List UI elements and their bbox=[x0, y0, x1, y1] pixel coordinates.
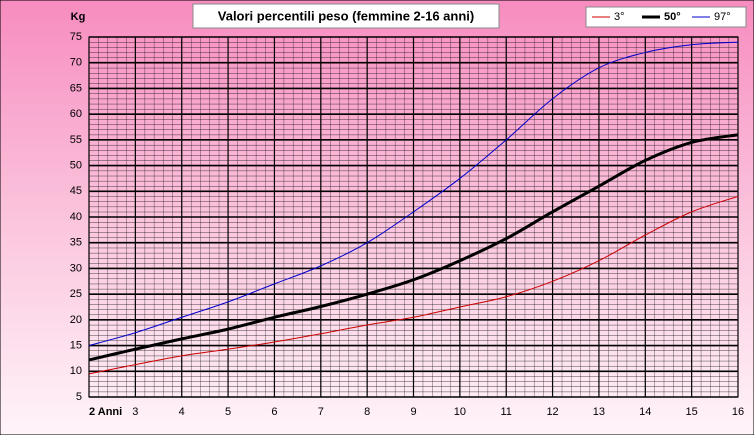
legend-label: 50° bbox=[664, 11, 681, 23]
y-tick-label: 40 bbox=[70, 211, 82, 223]
y-tick-label: 60 bbox=[70, 108, 82, 120]
y-tick-label: 20 bbox=[70, 314, 82, 326]
y-tick-label: 70 bbox=[70, 57, 82, 69]
legend-box bbox=[585, 6, 747, 28]
y-tick-label: 15 bbox=[70, 339, 82, 351]
plot-frame bbox=[88, 36, 739, 398]
x-tick-label: 15 bbox=[686, 406, 698, 418]
series-line bbox=[88, 195, 739, 375]
x-tick-label: 12 bbox=[546, 406, 558, 418]
legend-label: 97° bbox=[714, 11, 731, 23]
title-box bbox=[192, 3, 500, 29]
series-line bbox=[88, 133, 739, 362]
x-tick-label: 7 bbox=[318, 406, 324, 418]
chart-title: Valori percentili peso (femmine 2-16 ann… bbox=[218, 8, 474, 23]
x-tick-label: 5 bbox=[225, 406, 231, 418]
x-tick-label: 4 bbox=[179, 406, 185, 418]
legend-label: 3° bbox=[614, 11, 625, 23]
series-line bbox=[88, 41, 739, 347]
x-tick-label: 8 bbox=[364, 406, 370, 418]
x-tick-label: 3 bbox=[132, 406, 138, 418]
y-tick-label: 35 bbox=[70, 237, 82, 249]
x-tick-label: 2 Anni bbox=[89, 406, 122, 418]
y-axis-label: Kg bbox=[71, 11, 86, 23]
y-tick-label: 65 bbox=[70, 82, 82, 94]
y-tick-label: 10 bbox=[70, 365, 82, 377]
y-tick-label: 30 bbox=[70, 262, 82, 274]
y-tick-label: 75 bbox=[70, 31, 82, 43]
y-tick-label: 25 bbox=[70, 288, 82, 300]
x-tick-label: 13 bbox=[593, 406, 605, 418]
x-tick-label: 9 bbox=[410, 406, 416, 418]
x-tick-label: 6 bbox=[271, 406, 277, 418]
x-tick-label: 16 bbox=[732, 406, 744, 418]
x-tick-label: 14 bbox=[639, 406, 651, 418]
y-tick-label: 5 bbox=[76, 391, 82, 403]
x-tick-label: 11 bbox=[501, 406, 512, 418]
y-tick-label: 45 bbox=[70, 185, 82, 197]
y-tick-label: 50 bbox=[70, 159, 82, 171]
x-tick-label: 10 bbox=[454, 406, 466, 418]
y-tick-label: 55 bbox=[70, 134, 82, 146]
